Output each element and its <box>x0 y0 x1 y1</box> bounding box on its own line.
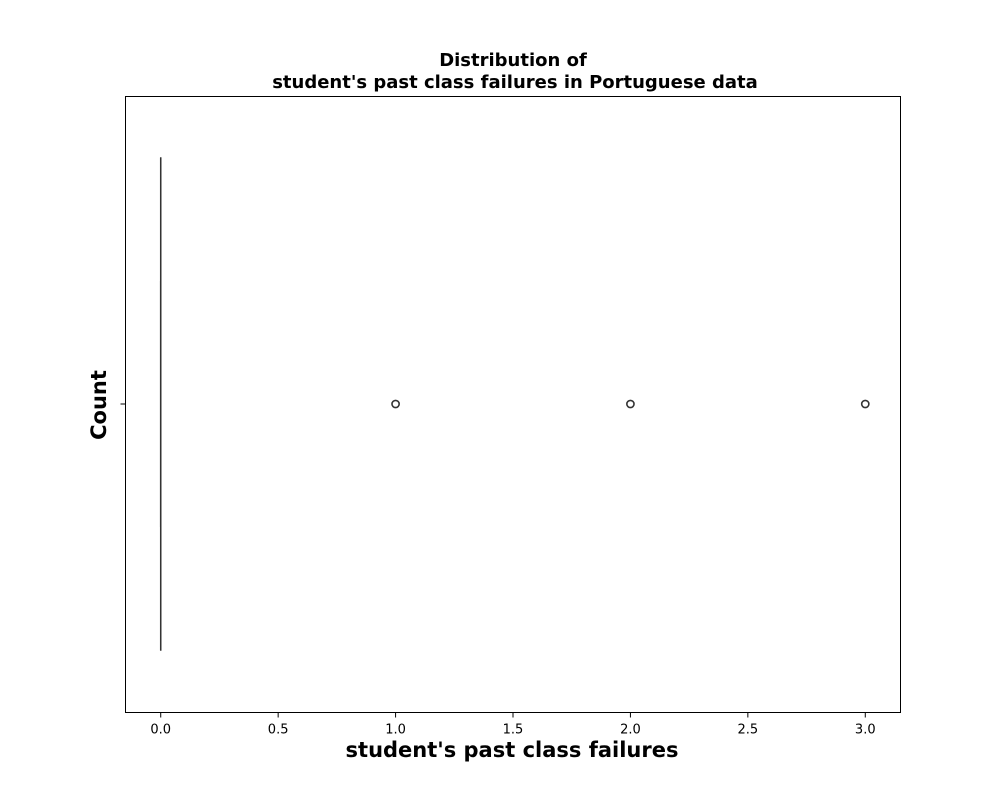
chart-title-line-1: Distribution of <box>439 50 587 71</box>
x-tick-label: 2.0 <box>620 723 641 738</box>
y-axis-label: Count <box>87 370 111 440</box>
chart-title-line-2: student's past class failures in Portugu… <box>272 72 758 93</box>
x-tick-label: 1.0 <box>385 723 406 738</box>
outlier-points <box>392 400 869 407</box>
x-tick-label: 2.5 <box>738 723 759 738</box>
x-tick-label: 0.5 <box>268 723 289 738</box>
x-axis-ticks: 0.0 0.5 1.0 1.5 2.0 2.5 3.0 <box>150 713 875 738</box>
x-tick-label: 1.5 <box>503 723 524 738</box>
x-axis-label: student's past class failures <box>346 738 679 762</box>
outlier-point <box>862 400 869 407</box>
outlier-point <box>627 400 634 407</box>
outlier-point <box>392 400 399 407</box>
x-tick-label: 0.0 <box>150 723 171 738</box>
plot-frame <box>126 97 901 713</box>
x-tick-label: 3.0 <box>855 723 876 738</box>
